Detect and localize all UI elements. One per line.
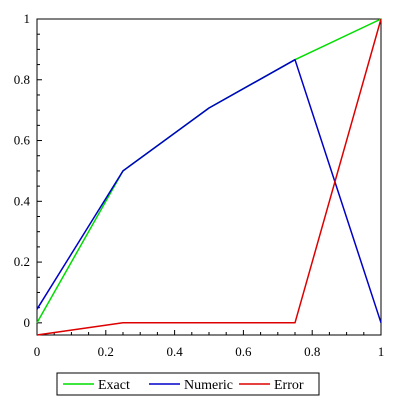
y-tick-label: 0 (24, 315, 31, 330)
axes (36, 18, 382, 336)
ticks: 0 0.2 0.4 0.6 0.8 1 0 0.2 0.4 0.6 0.8 1 (14, 11, 385, 359)
y-tick-label: 0.4 (14, 193, 31, 208)
y-tick-label: 0.6 (14, 133, 31, 148)
y-tick-label: 0.2 (14, 254, 30, 269)
y-tick-label: 1 (24, 11, 31, 26)
legend-label-error: Error (274, 378, 304, 393)
y-tick-label: 0.8 (14, 72, 30, 87)
x-tick-label: 0.2 (98, 344, 114, 359)
series-line-exact (36, 18, 382, 324)
x-tick-label: 0.8 (304, 344, 320, 359)
legend-label-exact: Exact (98, 378, 130, 393)
legend: Exact Numeric Error (56, 372, 320, 396)
x-tick-label: 0.6 (235, 344, 252, 359)
x-tick-label: 1 (378, 344, 385, 359)
x-tick-label: 0.4 (166, 344, 183, 359)
series-line-error (36, 18, 382, 336)
legend-box (56, 372, 320, 396)
series-lines (36, 18, 382, 336)
legend-label-numeric: Numeric (184, 378, 233, 393)
plot-frame (36, 18, 382, 336)
x-tick-label: 0 (34, 344, 41, 359)
series-line-numeric (36, 58, 382, 324)
